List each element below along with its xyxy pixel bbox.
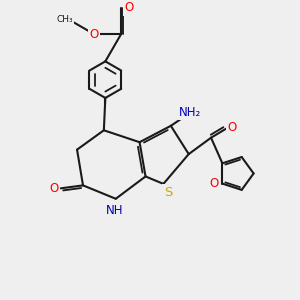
Text: NH: NH [106,204,123,217]
Text: NH₂: NH₂ [179,106,201,119]
Text: O: O [228,121,237,134]
Text: O: O [124,1,134,14]
Text: S: S [164,186,172,199]
Text: O: O [209,177,219,190]
Text: O: O [49,182,58,195]
Text: O: O [90,28,99,41]
Text: CH₃: CH₃ [56,15,73,24]
